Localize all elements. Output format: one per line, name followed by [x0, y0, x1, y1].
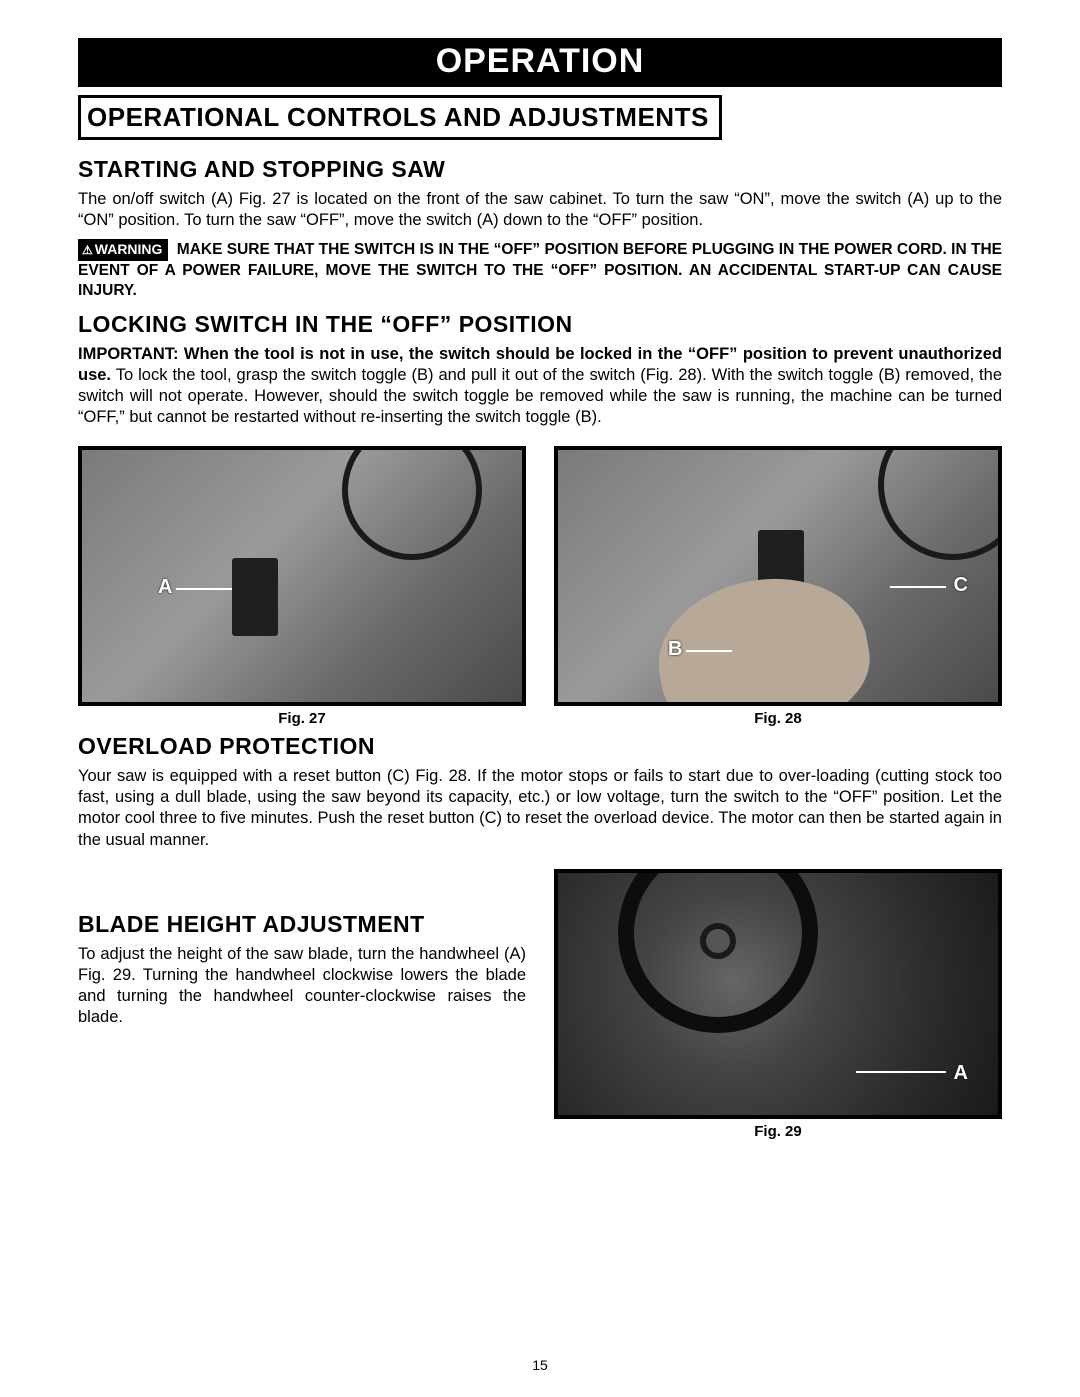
- warning-text: MAKE SURE THAT THE SWITCH IS IN THE “OFF…: [78, 241, 1002, 299]
- callout-B-28: B: [668, 638, 682, 661]
- body-blade: To adjust the height of the saw blade, t…: [78, 944, 526, 1028]
- warning-block: WARNING MAKE SURE THAT THE SWITCH IS IN …: [78, 239, 1002, 301]
- heading-locking: LOCKING SWITCH IN THE “OFF” POSITION: [78, 311, 1002, 338]
- figure-29: A Fig. 29: [554, 869, 1002, 1140]
- heading-blade: BLADE HEIGHT ADJUSTMENT: [78, 911, 526, 938]
- figure-27: A Fig. 27: [78, 446, 526, 727]
- figure-29-image: A: [554, 869, 1002, 1119]
- heading-overload: OVERLOAD PROTECTION: [78, 733, 1002, 760]
- section-banner: OPERATION: [78, 38, 1002, 87]
- body-locking: IMPORTANT: When the tool is not in use, …: [78, 344, 1002, 428]
- figure-27-caption: Fig. 27: [278, 710, 326, 727]
- blade-height-row: BLADE HEIGHT ADJUSTMENT To adjust the he…: [78, 869, 1002, 1140]
- callout-A-29: A: [954, 1062, 968, 1085]
- figures-row-1: A Fig. 27 C B Fig. 28: [78, 446, 1002, 727]
- body-overload: Your saw is equipped with a reset button…: [78, 766, 1002, 850]
- figure-28: C B Fig. 28: [554, 446, 1002, 727]
- figure-28-image: C B: [554, 446, 1002, 706]
- boxed-heading: OPERATIONAL CONTROLS AND ADJUSTMENTS: [78, 95, 722, 140]
- figure-27-image: A: [78, 446, 526, 706]
- heading-starting: STARTING AND STOPPING SAW: [78, 156, 1002, 183]
- body-starting: The on/off switch (A) Fig. 27 is located…: [78, 189, 1002, 231]
- callout-A-27: A: [158, 576, 172, 599]
- warning-badge: WARNING: [78, 239, 168, 261]
- locking-rest: To lock the tool, grasp the switch toggl…: [78, 366, 1002, 426]
- page-number: 15: [0, 1357, 1080, 1373]
- callout-C-28: C: [954, 574, 968, 597]
- figure-29-caption: Fig. 29: [754, 1123, 802, 1140]
- figure-28-caption: Fig. 28: [754, 710, 802, 727]
